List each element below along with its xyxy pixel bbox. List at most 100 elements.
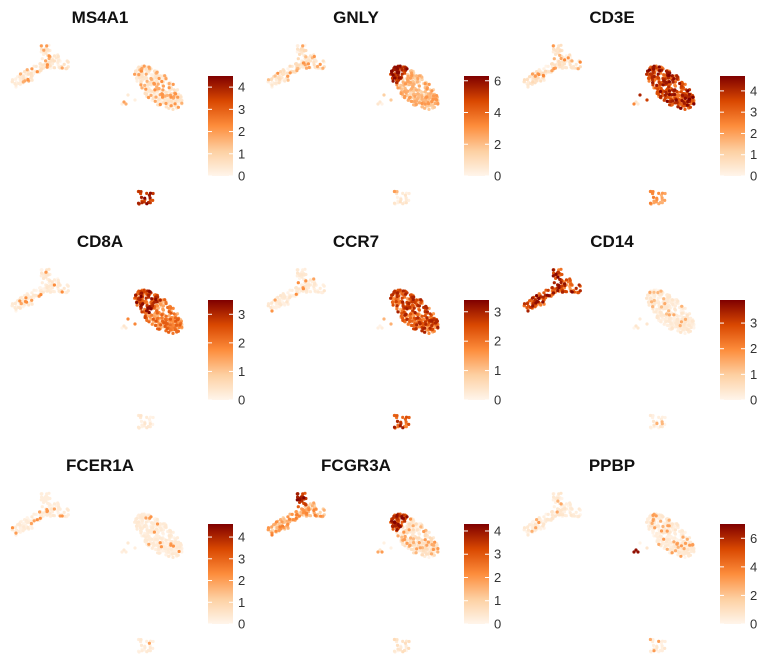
cell-point	[395, 81, 399, 85]
cell-point	[269, 306, 273, 310]
cell-point	[179, 542, 183, 546]
cell-point	[552, 67, 556, 71]
cell-point	[665, 99, 669, 103]
cell-point	[177, 549, 181, 554]
cell-point	[551, 44, 555, 48]
cell-point	[66, 513, 70, 517]
cell-point	[140, 649, 144, 653]
cell-point	[404, 644, 408, 648]
cell-point	[46, 289, 50, 293]
cell-point	[171, 107, 175, 111]
cell-point	[401, 202, 405, 206]
cell-point	[675, 542, 679, 546]
cell-point	[522, 526, 527, 530]
cell-point	[531, 526, 535, 530]
colorbar-tick-label: 6	[494, 73, 501, 88]
cell-point	[175, 545, 179, 550]
cell-point	[648, 637, 652, 642]
cell-point	[423, 554, 427, 558]
cell-point	[673, 304, 677, 308]
cell-point	[17, 529, 21, 533]
cell-point	[150, 322, 154, 326]
cell-point	[307, 508, 311, 512]
cell-point	[32, 288, 36, 292]
cell-point	[163, 324, 167, 328]
cell-point	[672, 92, 677, 97]
cell-point	[277, 81, 281, 85]
cell-point	[310, 504, 314, 508]
cell-point	[670, 326, 674, 330]
cell-point	[668, 82, 672, 86]
cell-point	[160, 92, 165, 97]
cell-point	[550, 513, 554, 517]
cell-point	[47, 511, 52, 515]
cell-point	[172, 88, 176, 92]
cell-point	[307, 283, 311, 287]
cell-point	[680, 311, 684, 315]
cell-point	[408, 319, 412, 324]
cell-point	[688, 317, 692, 321]
cell-point	[35, 70, 39, 74]
cell-point	[683, 530, 687, 534]
cell-point	[403, 641, 407, 645]
cell-point	[320, 291, 324, 295]
colorbar-tick-label: 0	[494, 169, 501, 184]
cell-point	[41, 511, 45, 515]
cell-point	[676, 538, 680, 542]
cell-point	[662, 98, 666, 102]
cell-point	[151, 522, 155, 526]
cell-point	[404, 292, 408, 296]
cell-point	[30, 67, 34, 71]
cell-point	[418, 546, 422, 550]
colorbar	[464, 300, 489, 400]
cell-point	[657, 542, 661, 546]
cell-point	[148, 422, 152, 426]
cell-point	[286, 67, 290, 71]
cell-point	[559, 491, 563, 495]
cell-point	[658, 89, 663, 94]
cell-point	[673, 531, 677, 535]
cell-point	[389, 296, 393, 300]
cell-point	[553, 514, 557, 518]
cell-point	[299, 47, 303, 51]
cell-point	[294, 286, 298, 290]
colorbar	[720, 524, 745, 624]
cell-point	[655, 196, 659, 200]
cell-point	[411, 524, 415, 528]
cell-point	[392, 520, 396, 524]
cell-point	[157, 551, 161, 555]
cell-point	[407, 646, 411, 650]
cell-point	[577, 283, 581, 287]
cell-point	[542, 291, 546, 295]
cell-point	[400, 72, 404, 76]
cell-point	[395, 195, 400, 199]
cell-point	[44, 270, 48, 274]
cell-point	[157, 327, 161, 331]
cell-point	[276, 71, 280, 75]
colorbar-tick-label: 4	[238, 530, 245, 545]
cell-point	[400, 520, 404, 524]
cell-point	[142, 64, 146, 68]
cell-point	[144, 72, 148, 76]
cell-point	[133, 322, 137, 326]
cell-point	[401, 300, 405, 304]
cell-point	[675, 77, 679, 81]
cell-point	[139, 529, 143, 533]
cell-point	[563, 58, 567, 62]
cell-point	[126, 541, 130, 545]
cell-point	[424, 322, 428, 326]
cell-point	[656, 296, 660, 300]
cell-point	[673, 528, 677, 532]
cell-point	[153, 99, 157, 103]
cell-point	[270, 309, 274, 313]
cell-point	[161, 88, 165, 92]
cell-point	[435, 94, 439, 98]
cell-point	[157, 97, 161, 101]
cell-point	[144, 516, 148, 520]
cell-point	[647, 68, 652, 72]
cell-point	[167, 82, 171, 86]
cell-point	[273, 305, 277, 309]
cell-point	[648, 514, 652, 518]
cell-point	[550, 516, 554, 520]
cell-point	[174, 319, 178, 323]
